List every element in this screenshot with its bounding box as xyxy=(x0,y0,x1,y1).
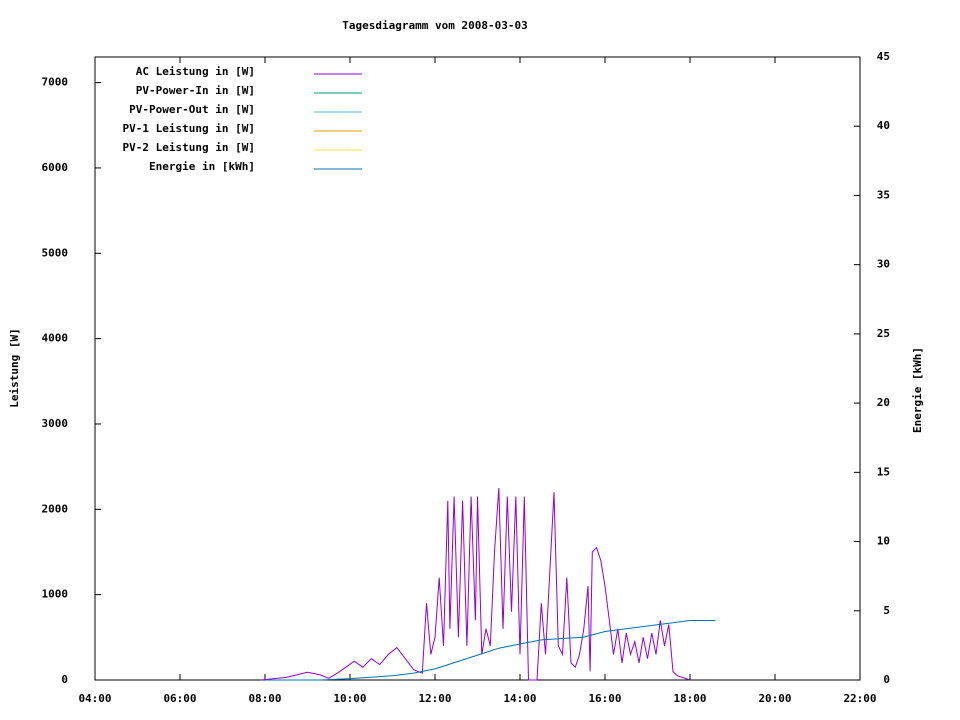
x-tick-label: 22:00 xyxy=(843,692,876,705)
plot-border xyxy=(94,56,861,681)
series-line xyxy=(265,620,716,681)
y-tick-label: 2000 xyxy=(42,502,69,515)
x-tick-label: 12:00 xyxy=(418,692,451,705)
x-tick-label: 10:00 xyxy=(333,692,366,705)
x-tick-label: 06:00 xyxy=(163,692,196,705)
y2-tick-label: 35 xyxy=(877,188,890,201)
y-tick-label: 6000 xyxy=(42,161,69,174)
legend-label: AC Leistung in [W] xyxy=(136,65,255,78)
legend-label: PV-Power-In in [W] xyxy=(136,84,255,97)
y-tick-label: 5000 xyxy=(42,246,69,259)
y-tick-label: 1000 xyxy=(42,588,69,601)
legend-label: Energie in [kWh] xyxy=(149,160,255,173)
y-tick-label: 4000 xyxy=(42,332,69,345)
chart-title: Tagesdiagramm vom 2008-03-03 xyxy=(342,19,527,32)
y2-tick-label: 25 xyxy=(877,327,890,340)
series-line xyxy=(260,487,691,681)
x-tick-label: 14:00 xyxy=(503,692,536,705)
y2-tick-label: 10 xyxy=(877,535,890,548)
legend-label: PV-2 Leistung in [W] xyxy=(123,141,255,154)
legend-label: PV-1 Leistung in [W] xyxy=(123,122,255,135)
x-tick-label: 04:00 xyxy=(78,692,111,705)
y2-tick-label: 5 xyxy=(883,604,890,617)
y2-tick-label: 40 xyxy=(877,119,890,132)
y2-tick-label: 20 xyxy=(877,396,890,409)
x-tick-label: 16:00 xyxy=(588,692,621,705)
y2-tick-label: 45 xyxy=(877,50,890,63)
y2-tick-label: 0 xyxy=(883,673,890,686)
x-tick-label: 08:00 xyxy=(248,692,281,705)
legend-label: PV-Power-Out in [W] xyxy=(129,103,255,116)
y-tick-label: 0 xyxy=(61,673,68,686)
x-tick-label: 20:00 xyxy=(758,692,791,705)
y-tick-label: 7000 xyxy=(42,76,69,89)
x-tick-label: 18:00 xyxy=(673,692,706,705)
y2-tick-label: 15 xyxy=(877,465,890,478)
y-axis-label: Leistung [W] xyxy=(8,328,21,407)
y2-tick-label: 30 xyxy=(877,258,890,271)
y2-axis-label: Energie [kWh] xyxy=(911,347,924,433)
y-tick-label: 3000 xyxy=(42,417,69,430)
